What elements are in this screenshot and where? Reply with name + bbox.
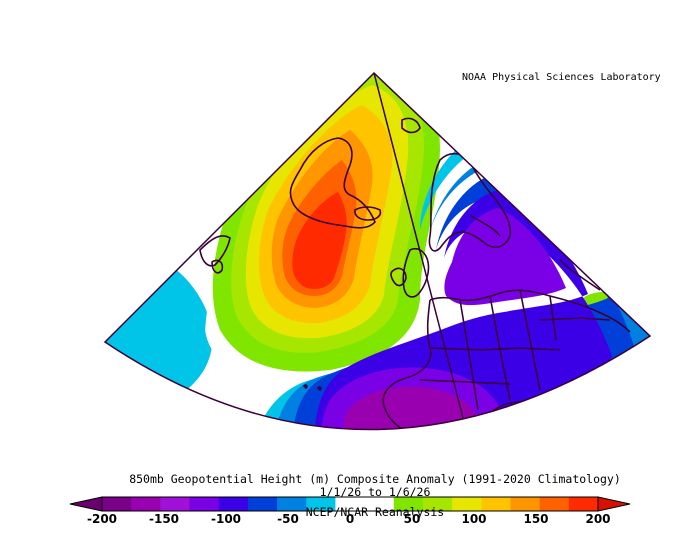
colorbar-tick-label: 200 — [585, 512, 611, 526]
colorbar-tick-label: 50 — [403, 512, 421, 526]
colorbar-tick-label: 100 — [461, 512, 487, 526]
colorbar-tick-label: -150 — [148, 512, 180, 526]
colorbar-swatch — [131, 497, 161, 511]
colorbar-swatch — [335, 497, 366, 511]
contour-western-negative — [105, 248, 213, 420]
colorbar-swatch — [539, 497, 570, 511]
colorbar-swatch — [364, 497, 395, 511]
colorbar-swatch — [277, 497, 307, 511]
colorbar-tick-label: 0 — [345, 512, 355, 526]
colorbar-swatch — [160, 497, 191, 511]
date-range: 1/1/26 to 1/6/26 — [319, 485, 431, 499]
map-title: 850mb Geopotential Height (m) Composite … — [129, 472, 621, 486]
colorbar-swatch — [306, 497, 336, 511]
colorbar-swatch — [452, 497, 482, 511]
colorbar-tick-label: 150 — [523, 512, 549, 526]
colorbar-right-arrow — [597, 496, 631, 512]
colorbar-swatch — [247, 497, 278, 511]
colorbar-swatch — [189, 497, 220, 511]
colorbar-swatch — [568, 497, 599, 511]
colorbar-swatch — [481, 497, 511, 511]
colorbar — [69, 496, 631, 512]
meridian-line — [373, 73, 471, 430]
colorbar-swatch — [510, 497, 541, 511]
map-sector-frame — [103, 71, 652, 431]
data-source: NCEP/NCAR Reanalysis — [305, 505, 445, 519]
colorbar-tick-label: -50 — [277, 512, 299, 526]
colorbar-tick-label: -200 — [86, 512, 118, 526]
colorbar-swatch — [218, 497, 249, 511]
contour-greenland-175 — [292, 192, 347, 289]
colorbar-swatch — [393, 497, 424, 511]
colorbar-tick-label: -100 — [210, 512, 242, 526]
contour-iberia-150 — [343, 386, 480, 430]
credit-text: NOAA Physical Sciences Laboratory — [462, 72, 661, 83]
colorbar-swatch — [102, 497, 132, 511]
colorbar-swatch — [422, 497, 453, 511]
